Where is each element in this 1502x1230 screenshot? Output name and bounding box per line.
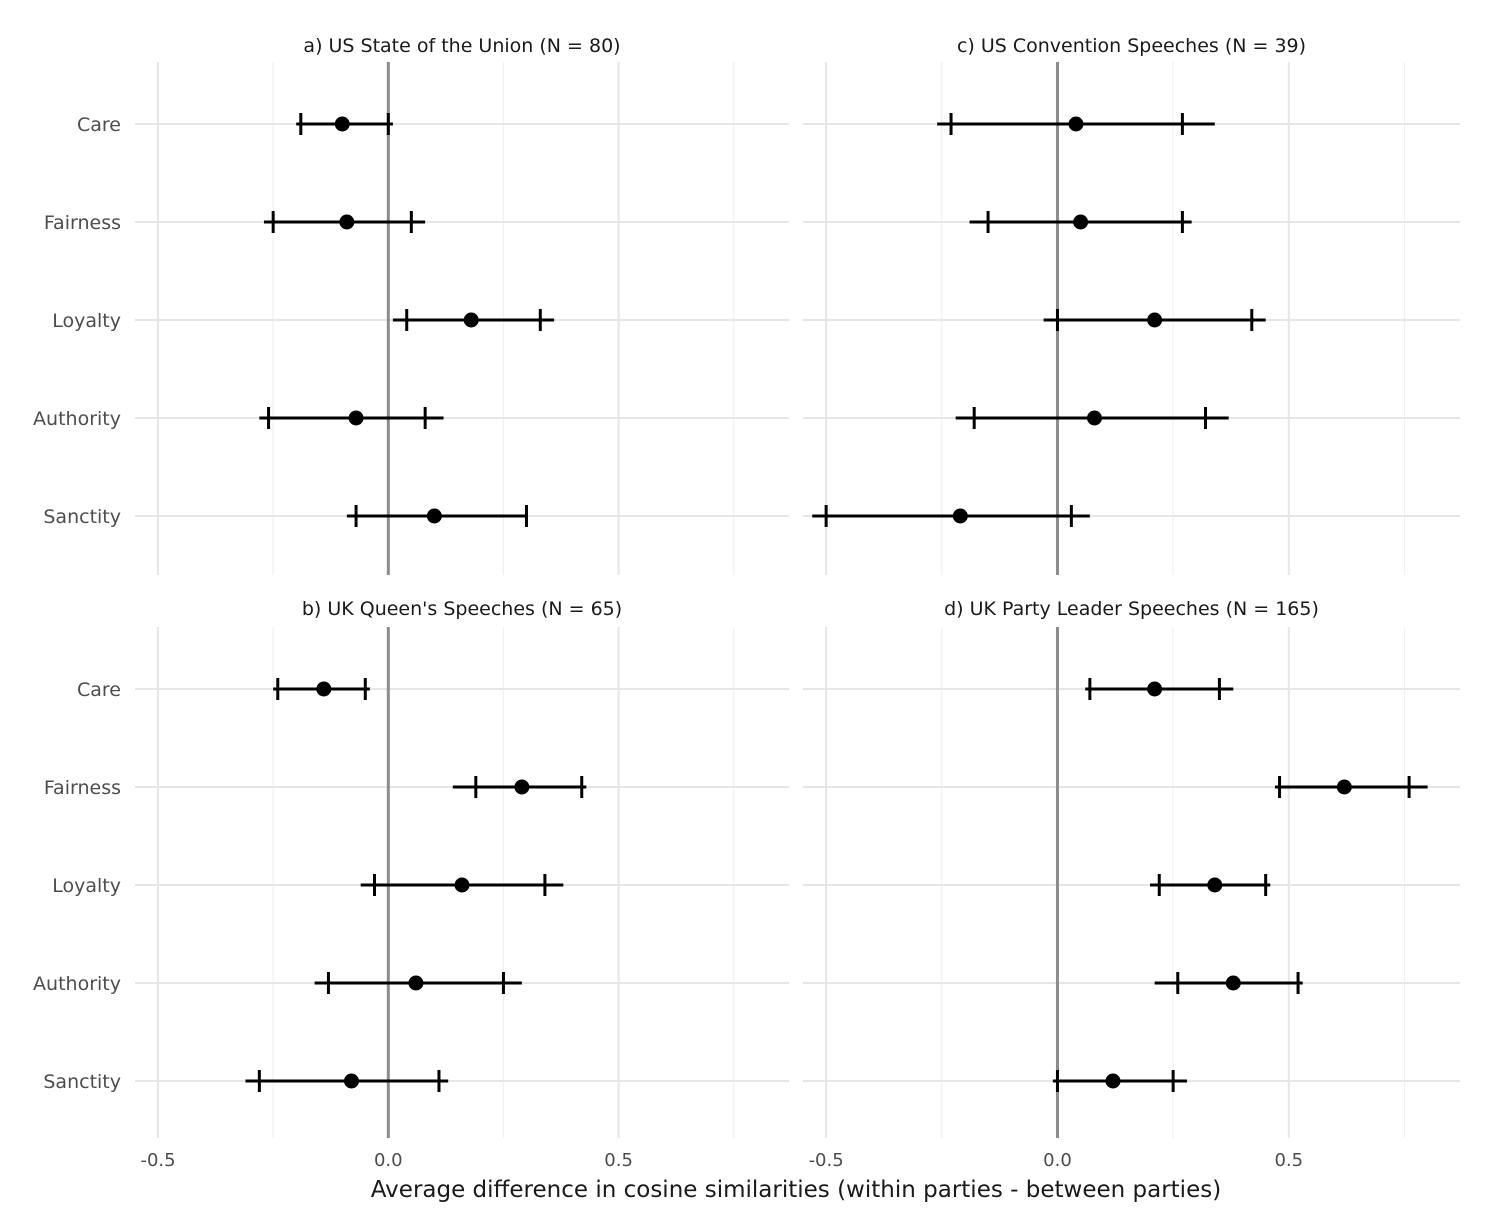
estimate-row-authority [259, 407, 444, 429]
x-tick-label: 0.0 [374, 1150, 403, 1171]
point-estimate [1207, 877, 1223, 893]
category-label: Sanctity [43, 1071, 121, 1093]
x-tick-label: 0.5 [604, 1150, 633, 1171]
x-axis-tick-labels: -0.5 0.0 0.5 -0.5 0.0 0.5 [140, 1150, 1303, 1171]
point-estimate [454, 877, 470, 893]
point-estimate [1147, 681, 1163, 697]
point-estimate [1336, 779, 1352, 795]
estimate-row-fairness [1274, 776, 1428, 798]
estimate-row-sanctity [346, 505, 528, 527]
panel-title: d) UK Party Leader Speeches (N = 165) [944, 598, 1319, 620]
point-estimate [426, 508, 442, 524]
estimate-row-care [273, 678, 370, 700]
panel-a: a) US State of the Union (N = 80) Care Fai… [33, 35, 789, 575]
point-estimate [316, 681, 332, 697]
category-label: Authority [33, 973, 121, 995]
panel-title: a) US State of the Union (N = 80) [303, 35, 620, 57]
point-estimate [952, 508, 968, 524]
x-tick-label: 0.5 [1274, 1150, 1303, 1171]
estimate-row-care [1085, 678, 1234, 700]
estimate-row-care [296, 113, 393, 135]
estimate-row-loyalty [360, 874, 564, 896]
estimate-row-loyalty [1150, 874, 1271, 896]
point-estimate [514, 779, 530, 795]
panel-title: c) US Convention Speeches (N = 39) [957, 35, 1306, 57]
estimate-row-loyalty [1043, 309, 1266, 331]
x-axis-title: Average difference in cosine similaritie… [371, 1177, 1221, 1203]
panel-d: d) UK Party Leader Speeches (N = 165) [803, 598, 1460, 1138]
category-label: Care [77, 679, 121, 701]
panel-c: c) US Convention Speeches (N = 39) [803, 35, 1460, 575]
point-estimate [1068, 116, 1084, 132]
x-tick-label: -0.5 [140, 1150, 175, 1171]
estimate-row-sanctity [245, 1070, 449, 1092]
point-estimate [1086, 410, 1102, 426]
panels: a) US State of the Union (N = 80) Care Fai… [33, 35, 1460, 1138]
point-estimate [1073, 214, 1089, 230]
category-label: Loyalty [52, 875, 121, 897]
x-tick-label: 0.0 [1043, 1150, 1072, 1171]
category-label: Fairness [44, 212, 121, 234]
point-estimate [408, 975, 424, 991]
category-label: Authority [33, 408, 121, 430]
point-estimate [343, 1073, 359, 1089]
estimate-row-care [937, 113, 1215, 135]
point-estimate [463, 312, 479, 328]
category-label: Care [77, 114, 121, 136]
estimate-row-fairness [452, 776, 587, 798]
point-estimate [1225, 975, 1241, 991]
estimate-row-sanctity [1052, 1070, 1188, 1092]
estimate-row-authority [314, 972, 522, 994]
category-label: Loyalty [52, 310, 121, 332]
point-estimate [334, 116, 350, 132]
point-estimate [348, 410, 364, 426]
point-estimate [339, 214, 355, 230]
point-estimate [1105, 1073, 1121, 1089]
estimate-row-authority [1154, 972, 1303, 994]
panel-title: b) UK Queen's Speeches (N = 65) [302, 598, 622, 620]
panel-b: b) UK Queen's Speeches (N = 65) Care Fairn… [33, 598, 789, 1138]
category-label: Fairness [44, 777, 121, 799]
estimate-row-fairness [263, 211, 426, 233]
estimate-row-fairness [969, 211, 1192, 233]
estimate-row-loyalty [392, 309, 555, 331]
category-label: Sanctity [43, 506, 121, 528]
point-estimate [1147, 312, 1163, 328]
estimate-row-authority [955, 407, 1229, 429]
x-tick-label: -0.5 [809, 1150, 844, 1171]
estimate-row-sanctity [812, 505, 1090, 527]
